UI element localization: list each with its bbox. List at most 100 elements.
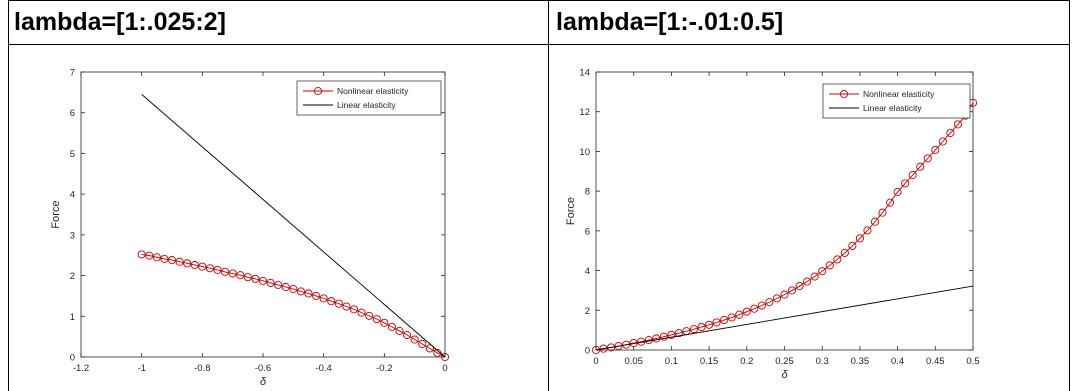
nonlinear-elasticity-line: [141, 253, 446, 358]
y-tick-label: 7: [70, 68, 75, 79]
legend-label-linear-elasticity: Linear elasticity: [337, 100, 396, 110]
nonlinear-elasticity-point: [923, 154, 932, 163]
x-tick-label: 0.1: [665, 356, 678, 367]
x-tick-label: 0.15: [700, 356, 719, 367]
legend-label-nonlinear-elasticity: Nonlinear elasticity: [863, 89, 935, 99]
nonlinear-elasticity-point: [403, 330, 412, 340]
nonlinear-elasticity-point: [931, 145, 940, 155]
nonlinear-elasticity-point: [908, 171, 917, 180]
x-axis-label: δ: [781, 369, 788, 381]
y-tick-label: 10: [579, 147, 590, 158]
nonlinear-elasticity-point: [855, 234, 864, 243]
nonlinear-elasticity-point: [145, 251, 154, 260]
nonlinear-elasticity-point: [281, 282, 290, 292]
y-tick-label: 3: [70, 230, 75, 241]
nonlinear-elasticity-point: [236, 271, 245, 280]
table-right-border: [1069, 0, 1070, 391]
nonlinear-elasticity-point: [848, 241, 857, 250]
legend-box: [822, 83, 971, 119]
nonlinear-elasticity-point: [243, 273, 252, 282]
y-tick-label: 8: [585, 187, 590, 198]
nonlinear-elasticity-point: [757, 301, 766, 310]
nonlinear-elasticity-point: [342, 302, 351, 311]
y-tick-label: 1: [70, 312, 75, 323]
y-tick-label: 6: [585, 226, 590, 237]
y-tick-label: 4: [585, 266, 590, 277]
table-left-border: [8, 0, 9, 391]
nonlinear-elasticity-point: [938, 137, 947, 146]
x-tick-label: -0.4: [315, 363, 331, 374]
nonlinear-elasticity-point: [727, 313, 736, 322]
nonlinear-elasticity-point: [183, 259, 192, 268]
nonlinear-elasticity-point: [334, 299, 343, 308]
nonlinear-elasticity-point: [304, 289, 313, 298]
nonlinear-elasticity-point: [901, 179, 910, 188]
nonlinear-elasticity-point: [274, 280, 283, 289]
nonlinear-elasticity-point: [296, 287, 305, 296]
nonlinear-elasticity-point: [825, 261, 834, 270]
y-tick-label: 14: [579, 68, 590, 79]
nonlinear-elasticity-point: [953, 120, 962, 129]
plot-area: [80, 71, 446, 358]
nonlinear-elasticity-point: [916, 162, 925, 171]
y-tick-label: 4: [70, 190, 75, 201]
nonlinear-elasticity-point: [251, 274, 260, 283]
nonlinear-elasticity-point: [312, 291, 321, 300]
y-tick-label: 12: [579, 107, 590, 118]
x-tick-label: 0.25: [775, 356, 794, 367]
comparison-table: lambda=[1:.025:2] lambda=[1:-.01:0.5]: [8, 0, 1070, 391]
x-tick-label: 0: [593, 356, 598, 367]
nonlinear-elasticity-point: [886, 198, 895, 207]
nonlinear-elasticity-point: [213, 265, 222, 274]
nonlinear-elasticity-point: [599, 344, 608, 353]
nonlinear-elasticity-point: [652, 334, 661, 343]
y-tick-label: 6: [70, 108, 75, 119]
table-middle-border: [548, 0, 549, 391]
nonlinear-elasticity-point: [878, 208, 887, 217]
y-tick-label: 2: [585, 306, 590, 317]
x-tick-label: -1: [137, 363, 145, 374]
nonlinear-elasticity-point: [712, 318, 721, 327]
y-tick-label: 5: [70, 149, 75, 160]
nonlinear-elasticity-point: [395, 326, 404, 335]
nonlinear-elasticity-point: [705, 320, 714, 329]
x-tick-label: -0.2: [376, 363, 392, 374]
nonlinear-elasticity-point: [152, 253, 161, 262]
nonlinear-elasticity-point: [380, 318, 389, 327]
x-tick-label: 0: [442, 363, 447, 374]
nonlinear-elasticity-point: [228, 269, 237, 278]
nonlinear-elasticity-point: [327, 297, 336, 306]
nonlinear-elasticity-point: [742, 307, 751, 316]
nonlinear-elasticity-point: [433, 348, 442, 357]
nonlinear-elasticity-point: [266, 278, 275, 287]
x-tick-label: 0.4: [891, 356, 904, 367]
x-tick-label: 0.45: [926, 356, 945, 367]
x-tick-label: 0.35: [851, 356, 870, 367]
header-left: lambda=[1:.025:2]: [14, 8, 226, 36]
nonlinear-elasticity-point: [198, 262, 207, 271]
header-right: lambda=[1:-.01:0.5]: [556, 8, 784, 36]
legend-marker-nonlinear-elasticity: [313, 86, 323, 96]
linear-elasticity-line: [595, 285, 974, 351]
chart-left: -1.2 -1 -0.8 -0.6 -0.4 -0.2 0 0 1 2 3 4 5 6 7 δ Force Non…: [50, 68, 450, 388]
nonlinear-elasticity-point: [349, 305, 359, 314]
nonlinear-elasticity-point: [863, 226, 872, 235]
table-header-border: [8, 44, 1070, 45]
x-tick-label: -1.2: [73, 363, 89, 374]
y-tick-label: 2: [70, 271, 75, 282]
nonlinear-elasticity-point: [591, 345, 601, 355]
nonlinear-elasticity-point: [795, 282, 804, 291]
y-axis-label: Force: [50, 200, 62, 228]
nonlinear-elasticity-point: [372, 315, 381, 324]
nonlinear-elasticity-point: [607, 343, 616, 352]
nonlinear-elasticity-point: [221, 267, 230, 276]
x-tick-label: 0.2: [740, 356, 753, 367]
nonlinear-elasticity-point: [674, 329, 683, 338]
nonlinear-elasticity-point: [137, 250, 146, 259]
nonlinear-elasticity-point: [357, 308, 366, 317]
nonlinear-elasticity-point: [387, 322, 396, 331]
nonlinear-elasticity-point: [803, 277, 812, 286]
x-tick-label: 0.05: [624, 356, 643, 367]
y-tick-label: 0: [585, 346, 590, 357]
legend-box: [296, 80, 442, 116]
